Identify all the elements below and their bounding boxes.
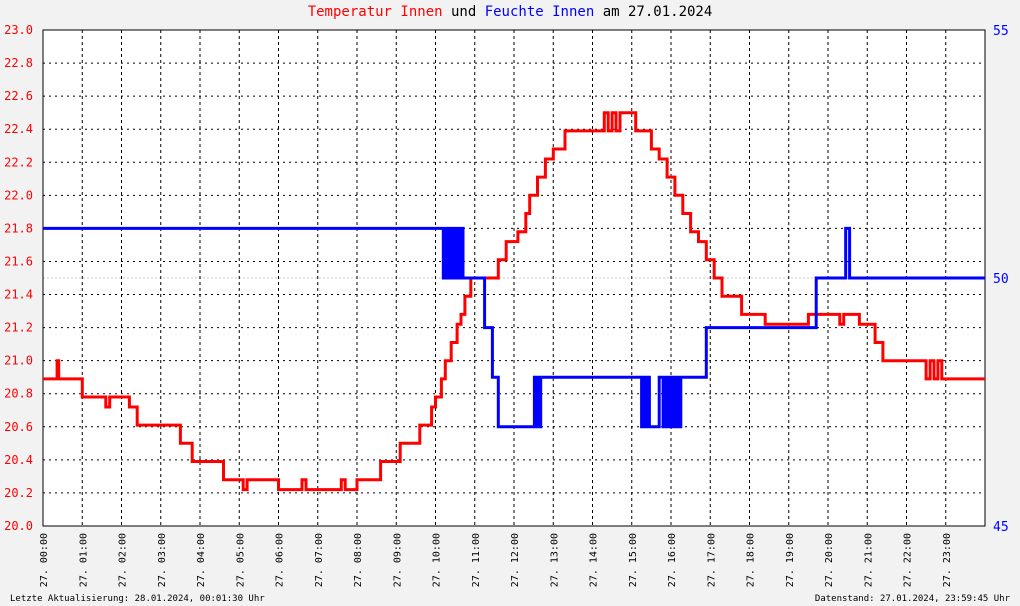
x-tick-label: 27. 20:00 [824,533,835,587]
y-left-tick-label: 20.6 [4,420,33,434]
last-update-text: Letzte Aktualisierung: 28.01.2024, 00:01… [10,594,265,604]
x-tick-label: 27. 09:00 [392,533,403,587]
x-tick-label: 27. 07:00 [314,533,325,587]
y-left-tick-label: 21.0 [4,354,33,368]
x-tick-label: 27. 21:00 [863,533,874,587]
y-left-tick-label: 21.8 [4,221,33,235]
x-tick-label: 27. 16:00 [667,533,678,587]
x-tick-label: 27. 11:00 [471,533,482,587]
y-right-tick-label: 45 [993,520,1009,535]
x-tick-label: 27. 00:00 [39,533,50,587]
title-temperature: Temperatur Innen [307,4,443,20]
x-tick-label: 27. 18:00 [746,533,757,587]
y-left-tick-label: 21.4 [4,288,33,302]
y-left-tick-label: 20.0 [4,519,33,533]
x-tick-label: 27. 23:00 [942,533,953,587]
title-date: am 27.01.2024 [594,4,713,20]
y-left-tick-label: 21.2 [4,321,33,335]
data-timestamp-text: Datenstand: 27.01.2024, 23:59:45 Uhr [814,594,1010,604]
x-tick-label: 27. 10:00 [432,533,443,587]
x-tick-label: 27. 17:00 [706,533,717,587]
x-tick-label: 27. 12:00 [510,533,521,587]
y-left-tick-label: 23.0 [4,23,33,37]
y-left-tick-label: 21.6 [4,254,33,268]
series-group [43,111,985,492]
x-tick-label: 27. 02:00 [118,533,129,587]
y-left-tick-label: 20.8 [4,387,33,401]
x-tick-label: 27. 05:00 [235,533,246,587]
x-tick-label: 27. 22:00 [903,533,914,587]
x-tick-label: 27. 03:00 [157,533,168,587]
series-temperature-line [43,111,985,492]
x-tick-label: 27. 08:00 [353,533,364,587]
y-left-tick-label: 20.4 [4,453,33,467]
y-left-tick-label: 22.2 [4,155,33,169]
title-und: und [442,4,485,20]
y-right-tick-label: 50 [993,272,1009,287]
x-tick-label: 27. 13:00 [549,533,560,587]
y-left-tick-label: 22.4 [4,122,33,136]
x-tick-label: 27. 06:00 [275,533,286,587]
series-humidity-line [43,226,985,429]
y-left-tick-label: 22.6 [4,89,33,103]
x-tick-label: 27. 19:00 [785,533,796,587]
y-axis-right: 45 50 55 [993,24,1009,535]
x-tick-label: 27. 14:00 [589,533,600,587]
x-tick-label: 27. 04:00 [196,533,207,587]
title-humidity: Feuchte Innen [484,4,595,20]
y-left-tick-label: 20.2 [4,486,33,500]
y-axis-left: 20.0 20.2 20.4 20.6 20.8 21.0 21.2 21.4 21.6 21.8… [4,23,33,533]
x-tick-label: 27. 15:00 [628,533,639,587]
y-right-tick-label: 55 [993,24,1009,39]
x-axis: 27. 00:00 27. 01:00 27. 02:00 27. 03:00 27. … [39,533,953,587]
x-tick-label: 27. 01:00 [78,533,89,587]
y-left-tick-label: 22.8 [4,56,33,70]
chart-title: Temperatur Innen und Feuchte Innen am 27… [0,4,1020,20]
y-left-tick-label: 22.0 [4,188,33,202]
